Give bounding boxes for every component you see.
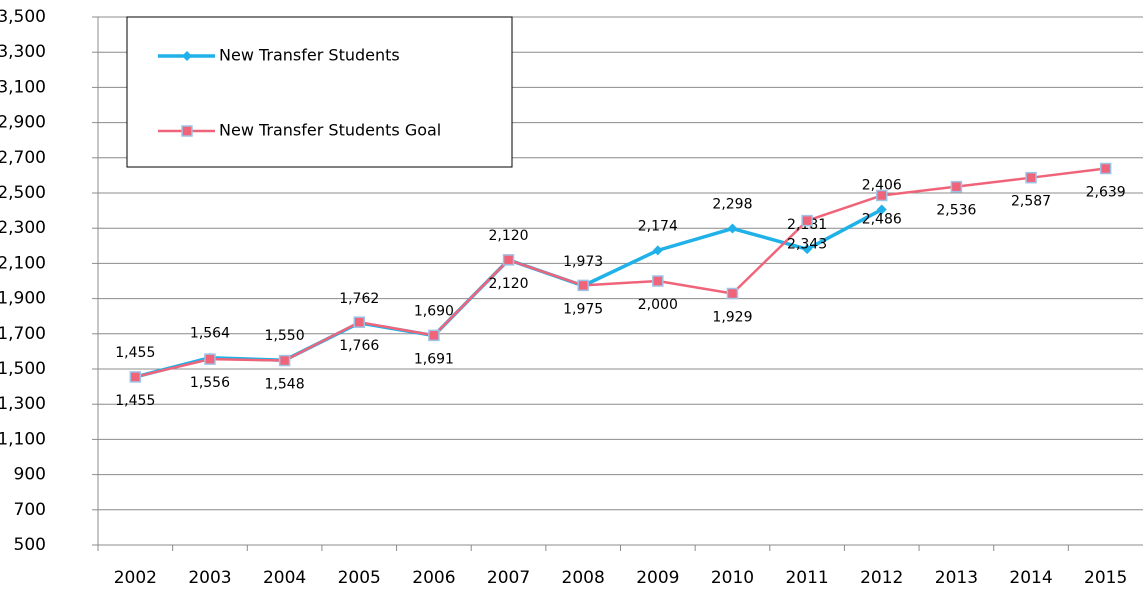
point bbox=[652, 275, 664, 287]
y-tick-label: 3,100 bbox=[0, 77, 46, 97]
legend-label: New Transfer Students bbox=[219, 46, 400, 65]
x-tick-label: 2014 bbox=[1009, 568, 1052, 588]
x-tick-label: 2013 bbox=[935, 568, 978, 588]
point bbox=[1099, 162, 1112, 175]
legend-box bbox=[126, 16, 513, 168]
value-label: 1,975 bbox=[563, 301, 603, 317]
x-tick-label: 2005 bbox=[338, 568, 381, 588]
value-label: 1,556 bbox=[190, 375, 230, 391]
legend-marker bbox=[181, 125, 193, 137]
value-label: 2,000 bbox=[638, 297, 678, 313]
point bbox=[726, 287, 739, 300]
value-label: 1,455 bbox=[115, 345, 155, 361]
y-tick-label: 1,300 bbox=[0, 394, 46, 414]
y-tick-label: 2,700 bbox=[0, 148, 46, 168]
x-tick-label: 2006 bbox=[412, 568, 455, 588]
value-label: 1,690 bbox=[414, 304, 454, 320]
x-tick-label: 2015 bbox=[1084, 568, 1127, 588]
x-tick-label: 2002 bbox=[114, 568, 157, 588]
point bbox=[652, 245, 663, 256]
x-tick-label: 2011 bbox=[785, 568, 828, 588]
value-label: 1,929 bbox=[712, 309, 752, 325]
value-label: 2,343 bbox=[787, 237, 827, 253]
y-tick-label: 2,300 bbox=[0, 218, 46, 238]
point bbox=[502, 254, 515, 266]
legend-marker bbox=[182, 51, 192, 61]
y-tick-label: 3,500 bbox=[0, 7, 46, 27]
y-tick-label: 500 bbox=[14, 535, 46, 555]
point bbox=[1025, 171, 1037, 184]
value-label: 1,455 bbox=[115, 393, 155, 409]
value-label: 2,120 bbox=[488, 276, 528, 292]
y-tick-label: 1,500 bbox=[0, 359, 46, 379]
value-label: 2,536 bbox=[936, 203, 976, 219]
x-tick-label: 2008 bbox=[562, 568, 605, 588]
value-label: 1,762 bbox=[339, 291, 379, 307]
point bbox=[802, 244, 813, 255]
series-line bbox=[135, 167, 1106, 379]
legend-label: New Transfer Students Goal bbox=[219, 121, 441, 140]
y-tick-label: 700 bbox=[14, 500, 46, 520]
point bbox=[876, 189, 888, 202]
y-tick-label: 2,900 bbox=[0, 113, 46, 133]
y-tick-label: 1,100 bbox=[0, 429, 46, 449]
x-tick-label: 2003 bbox=[188, 568, 231, 588]
value-label: 2,587 bbox=[1011, 194, 1051, 210]
value-label: 1,550 bbox=[265, 328, 305, 344]
point bbox=[353, 316, 365, 328]
point bbox=[801, 214, 813, 227]
point bbox=[727, 223, 738, 234]
value-label: 2,486 bbox=[862, 211, 902, 227]
y-tick-label: 1,900 bbox=[0, 289, 46, 309]
value-label: 2,174 bbox=[638, 218, 678, 234]
value-label: 1,548 bbox=[265, 377, 305, 393]
y-tick-label: 2,500 bbox=[0, 183, 46, 203]
y-tick-label: 2,100 bbox=[0, 253, 46, 273]
x-tick-label: 2009 bbox=[636, 568, 679, 588]
value-label: 2,120 bbox=[488, 228, 528, 244]
y-tick-label: 1,700 bbox=[0, 324, 46, 344]
x-tick-label: 2012 bbox=[860, 568, 903, 588]
point bbox=[950, 180, 963, 193]
value-label: 2,298 bbox=[712, 197, 752, 213]
point bbox=[204, 353, 216, 365]
x-tick-label: 2010 bbox=[711, 568, 754, 588]
y-tick-label: 3,300 bbox=[0, 42, 46, 62]
value-label: 1,564 bbox=[190, 326, 230, 342]
point bbox=[876, 204, 887, 215]
point bbox=[278, 354, 291, 367]
y-tick-label: 900 bbox=[14, 465, 46, 485]
point bbox=[129, 371, 142, 383]
value-label: 1,691 bbox=[414, 351, 454, 367]
value-label: 2,639 bbox=[1086, 185, 1126, 201]
value-label: 2,406 bbox=[862, 178, 902, 194]
x-tick-label: 2004 bbox=[263, 568, 306, 588]
point bbox=[577, 279, 589, 292]
point bbox=[428, 329, 440, 342]
value-label: 1,766 bbox=[339, 338, 379, 354]
x-tick-label: 2007 bbox=[487, 568, 530, 588]
value-label: 1,973 bbox=[563, 254, 603, 270]
